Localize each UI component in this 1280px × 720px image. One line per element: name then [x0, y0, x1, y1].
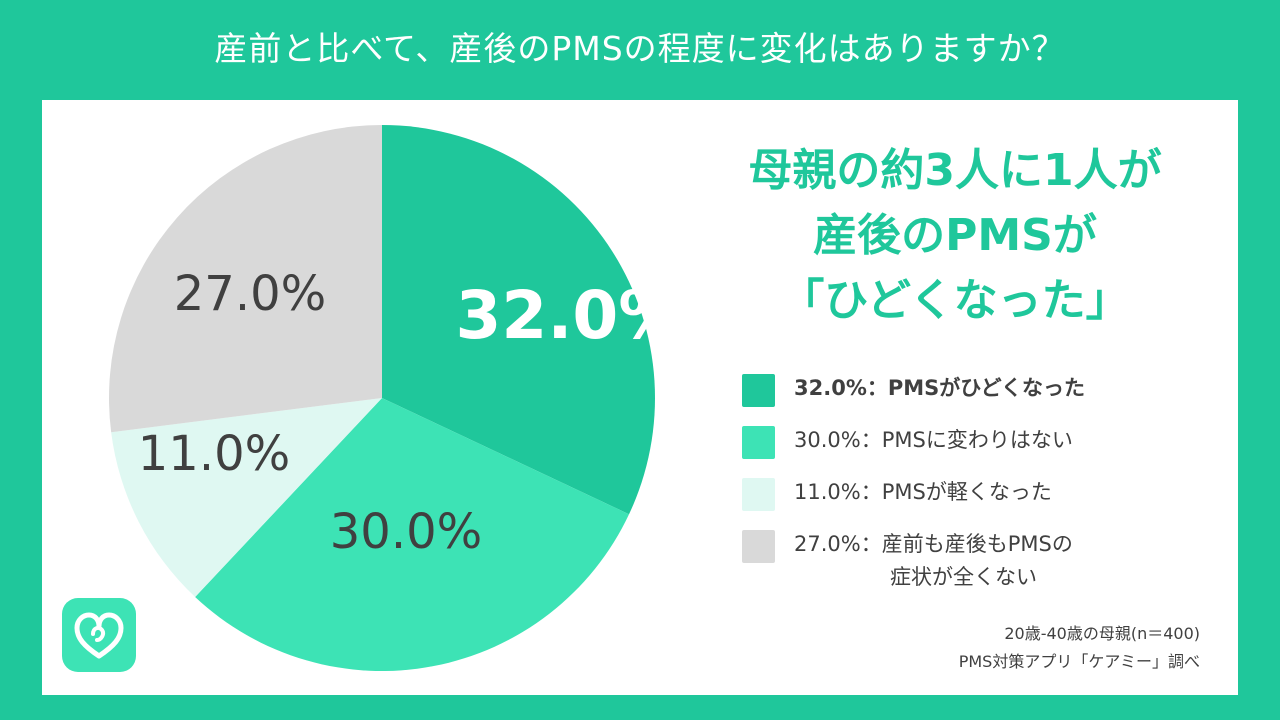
- legend-swatch: [742, 478, 775, 511]
- pie-slice: [108, 125, 382, 433]
- legend-label-continued: 症状が全くない: [890, 565, 1037, 589]
- legend-item: 27.0%：産前も産後もPMSの 症状が全くない: [742, 524, 1212, 589]
- slice-value-label: 27.0%: [174, 266, 326, 322]
- headline: 母親の約3人に1人が 産後のPMSが 「ひどくなった」: [700, 138, 1210, 333]
- sample-note: 20歳-40歳の母親(n＝400): [1004, 624, 1200, 643]
- legend-label: 32.0%：PMSがひどくなった: [794, 376, 1086, 400]
- legend-swatch: [742, 426, 775, 459]
- page-title: 産前と比べて、産後のPMSの程度に変化はありますか？: [214, 29, 1066, 68]
- pie-slice: [382, 125, 655, 515]
- legend-swatch: [742, 374, 775, 407]
- headline-line-1: 母親の約3人に1人が: [748, 145, 1162, 196]
- pie-slice: [111, 398, 383, 598]
- source-note: 20歳-40歳の母親(n＝400) PMS対策アプリ「ケアミー」調べ: [959, 620, 1200, 676]
- legend-item: 11.0%：PMSが軽くなった: [742, 472, 1212, 524]
- headline-line-3: 「ひどくなった」: [780, 275, 1130, 326]
- legend-swatch: [742, 530, 775, 563]
- pie-slice: [195, 398, 630, 671]
- heart-logo-glyph: [74, 612, 124, 659]
- heart-logo-icon: [62, 598, 136, 672]
- legend-label: 27.0%：産前も産後もPMSの: [794, 532, 1073, 556]
- legend-label: 11.0%：PMSが軽くなった: [794, 480, 1052, 504]
- slice-value-label: 11.0%: [138, 426, 290, 482]
- legend-item: 32.0%：PMSがひどくなった: [742, 368, 1212, 420]
- legend: 32.0%：PMSがひどくなった 30.0%：PMSに変わりはない 11.0%：…: [742, 368, 1212, 589]
- pie-chart: 32.0% 30.0% 11.0% 27.0%: [108, 125, 682, 671]
- legend-item: 30.0%：PMSに変わりはない: [742, 420, 1212, 472]
- slice-value-label: 32.0%: [456, 277, 682, 354]
- slice-value-label: 30.0%: [330, 504, 482, 560]
- legend-label: 30.0%：PMSに変わりはない: [794, 428, 1073, 452]
- headline-line-2: 産後のPMSが: [813, 210, 1097, 261]
- chart-card: 32.0% 30.0% 11.0% 27.0% 母親の約3人に1人が 産後のPMSが …: [42, 100, 1238, 695]
- survey-source: PMS対策アプリ「ケアミー」調べ: [958, 652, 1200, 671]
